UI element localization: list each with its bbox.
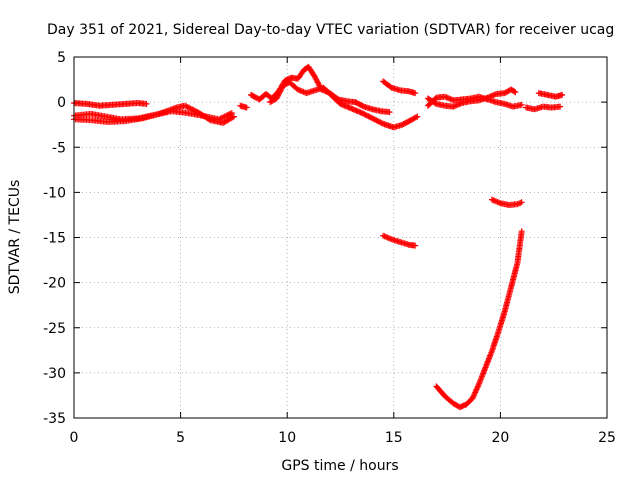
data-point — [511, 88, 518, 95]
data-point — [414, 113, 421, 120]
data-point — [412, 242, 419, 249]
y-tick-label: -10 — [43, 185, 66, 201]
data-point — [386, 109, 393, 116]
series-arc-m — [488, 196, 525, 208]
y-tick-label: -15 — [43, 231, 66, 247]
y-tick-label: -30 — [43, 366, 66, 382]
y-tick-label: 5 — [57, 50, 66, 66]
x-tick-label: 15 — [385, 430, 403, 446]
data-point — [378, 120, 385, 127]
data-point — [518, 199, 525, 206]
x-tick-label: 25 — [598, 430, 616, 446]
ticks: 0 5 10 15 20 25 -35 -30 -25 -20 -15 -10 -5 0 5 — [43, 50, 616, 446]
y-tick-label: -35 — [43, 411, 66, 427]
grid — [74, 57, 607, 418]
series-arc-j — [424, 86, 519, 110]
data-point — [518, 228, 525, 235]
series-arc-l — [535, 90, 566, 100]
series-arc-k — [523, 103, 564, 113]
series-arc-a — [71, 100, 150, 109]
plot-frame — [73, 56, 608, 419]
y-tick-label: -25 — [43, 321, 66, 337]
data-point — [206, 116, 213, 123]
data-point — [432, 100, 439, 107]
chart-title: Day 351 of 2021, Sidereal Day-to-day VTE… — [47, 22, 614, 38]
y-axis-label: SDTVAR / TECUs — [7, 180, 23, 295]
data-point — [557, 103, 564, 110]
x-axis-label: GPS time / hours — [281, 458, 398, 474]
data-points — [71, 63, 566, 411]
series-arc-n — [433, 228, 525, 411]
series-arc-f — [267, 79, 421, 131]
data-point — [374, 118, 381, 125]
data-point — [362, 112, 369, 118]
x-tick-label: 0 — [70, 430, 79, 446]
data-point — [143, 100, 150, 107]
data-point — [228, 110, 235, 116]
x-tick-label: 5 — [176, 430, 185, 446]
x-tick-label: 20 — [491, 430, 509, 446]
data-point — [387, 83, 394, 90]
series-arc-g — [380, 78, 419, 97]
series-arc-d — [237, 102, 250, 111]
data-point — [559, 91, 566, 98]
data-point — [230, 113, 237, 120]
data-point — [412, 90, 419, 97]
x-tick-label: 10 — [278, 430, 296, 446]
data-point — [518, 101, 525, 108]
data-point — [353, 107, 360, 114]
data-point — [243, 104, 250, 111]
data-point — [512, 89, 519, 96]
series-arc-c — [71, 102, 237, 126]
y-tick-label: 0 — [57, 95, 66, 111]
y-tick-label: -20 — [43, 276, 66, 292]
data-point — [413, 114, 419, 121]
y-tick-label: -5 — [52, 140, 66, 156]
data-point — [229, 114, 236, 121]
series-arc-h — [380, 232, 419, 249]
